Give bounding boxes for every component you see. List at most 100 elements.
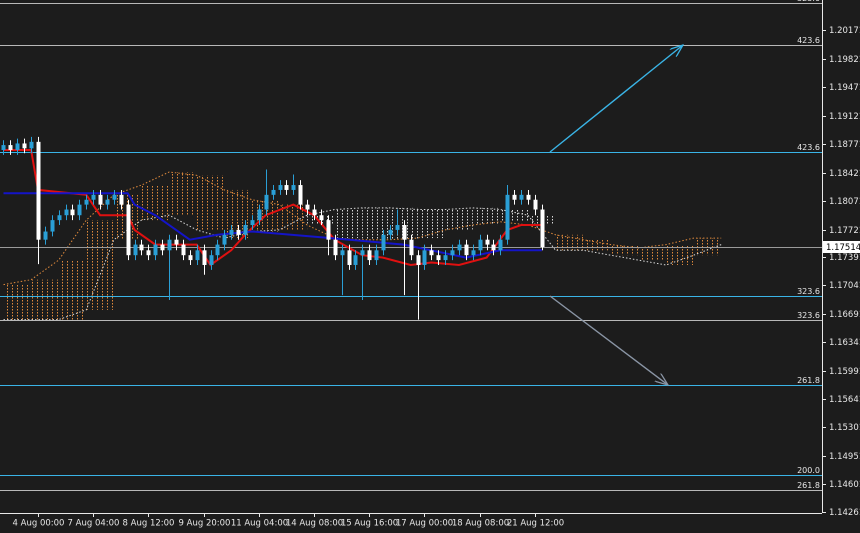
x-tick-label: 8 Aug 12:00	[123, 519, 175, 529]
candle-body	[360, 250, 365, 256]
x-tick-label: 18 Aug 08:00	[452, 519, 509, 529]
x-tick-label: 21 Aug 12:00	[507, 519, 564, 529]
cloud-segment	[500, 209, 528, 222]
candle-body	[195, 250, 200, 261]
fib-level-label: 261.8	[797, 376, 820, 385]
candle-body	[284, 185, 289, 190]
candle-body	[209, 255, 214, 265]
candle-body	[305, 204, 310, 210]
x-tick-label: 7 Aug 04:00	[68, 519, 120, 529]
candle-body	[395, 225, 400, 230]
candle-body	[429, 250, 434, 256]
candle-body	[491, 244, 496, 251]
candle-body	[50, 220, 55, 232]
candle-body	[416, 255, 421, 265]
candle-body	[119, 194, 124, 205]
candle-body	[471, 250, 476, 256]
candle-body	[347, 250, 352, 265]
fib-level-label: 323.6	[797, 0, 820, 3]
cloud-segment	[31, 279, 59, 320]
candle-body	[181, 244, 186, 256]
cloud-segment	[693, 238, 722, 256]
candles-layer	[1, 136, 545, 320]
candle-body	[29, 141, 34, 149]
cloud-segment	[196, 175, 225, 230]
candle-body	[70, 209, 75, 216]
candle-body	[388, 229, 393, 235]
candle-body	[64, 209, 69, 216]
candle-body	[498, 239, 503, 251]
indicator-line	[3, 192, 542, 259]
candle-body	[353, 255, 358, 265]
candle-body	[105, 199, 110, 205]
candle-body	[112, 194, 117, 200]
candle-body	[409, 239, 414, 256]
cloud-segment	[86, 220, 114, 310]
candle-body	[271, 189, 276, 195]
fib-level-label: 423.6	[797, 143, 820, 152]
fib-level-label: 261.8	[797, 481, 820, 490]
candle-body	[160, 244, 165, 251]
cloud-edge	[3, 171, 722, 286]
candle-body	[540, 209, 545, 248]
candle-body	[450, 250, 455, 256]
candle-body	[526, 194, 531, 200]
candle-body	[402, 225, 407, 240]
candle-body	[381, 234, 386, 251]
candle-body	[533, 199, 538, 210]
x-tick-label: 17 Aug 00:00	[396, 519, 453, 529]
candle-body	[22, 143, 27, 149]
cloud-segment	[169, 172, 197, 216]
candle-body	[167, 239, 172, 251]
candle-body	[436, 255, 441, 261]
candle-body	[257, 209, 262, 221]
candle-body	[464, 244, 469, 256]
candle-body	[443, 255, 448, 261]
candle-body	[264, 194, 269, 210]
cloud-edge	[3, 207, 722, 321]
candle-body	[298, 185, 303, 205]
lines-layer	[3, 149, 542, 267]
candle-body	[505, 194, 510, 240]
candle-body	[126, 204, 131, 256]
candle-body	[8, 145, 13, 150]
candle-body	[236, 229, 241, 235]
candle-body	[215, 244, 220, 256]
cloud-segment	[472, 207, 501, 226]
candle-body	[367, 250, 372, 261]
candle-body	[188, 255, 193, 261]
candle-body	[139, 244, 144, 251]
candle-body	[153, 244, 158, 256]
candle-body	[57, 215, 62, 221]
candle-body	[519, 194, 524, 200]
x-tick-label: 15 Aug 16:00	[341, 519, 398, 529]
candle-body	[250, 220, 255, 226]
candle-body	[84, 199, 89, 205]
arrow-up	[549, 45, 683, 153]
cloud-segment	[362, 207, 390, 240]
fib-level-label: 323.6	[797, 311, 820, 320]
candle-body	[222, 234, 227, 245]
candle-body	[333, 239, 338, 256]
cloud-segment	[666, 244, 694, 265]
candle-body	[312, 209, 317, 216]
